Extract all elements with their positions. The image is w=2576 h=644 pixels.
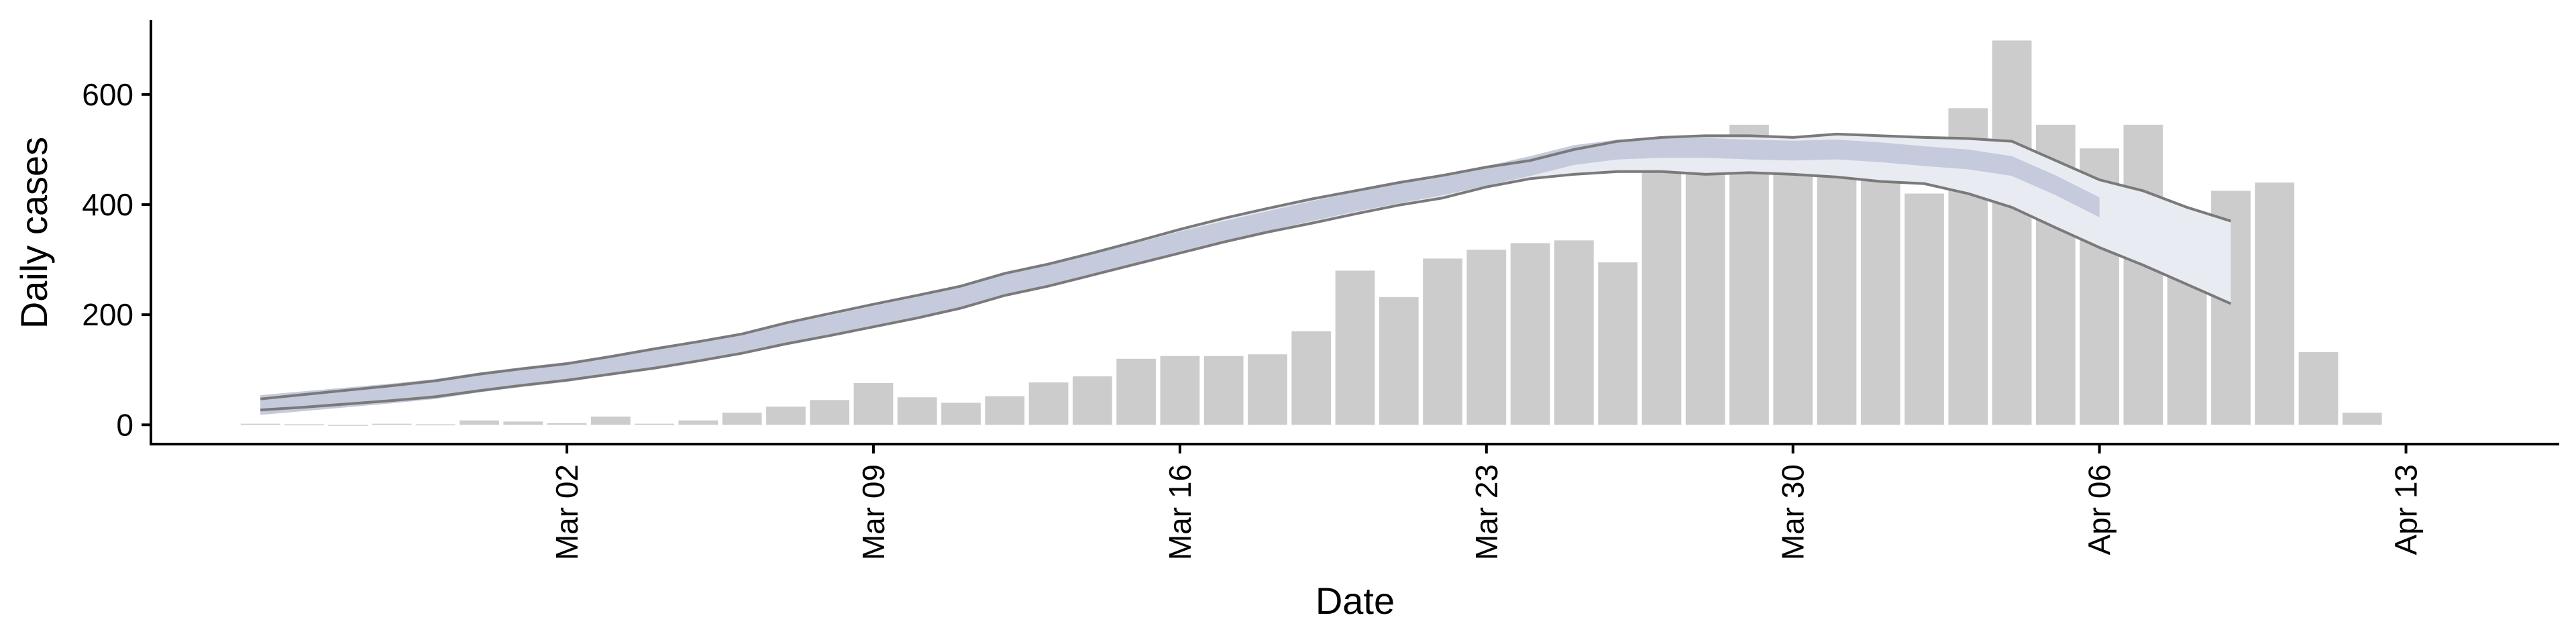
- bar: [547, 423, 587, 425]
- bar: [590, 416, 631, 425]
- bar: [1510, 243, 1550, 425]
- x-tick-label: Mar 30: [1776, 464, 1811, 560]
- bar: [1817, 149, 1857, 425]
- y-ticks: 0 200 400 600: [82, 77, 151, 442]
- y-tick-label: 0: [116, 407, 133, 442]
- bar: [1203, 356, 1244, 425]
- x-tick-label: Mar 02: [549, 464, 584, 560]
- bar: [1248, 354, 1287, 425]
- bar: [1860, 178, 1900, 425]
- bar: [1335, 270, 1375, 425]
- bar: [1379, 297, 1419, 425]
- x-tick-label: Apr 06: [2082, 464, 2117, 555]
- bar: [722, 413, 762, 425]
- bar: [1729, 124, 1769, 425]
- bar: [853, 382, 894, 425]
- x-axis-title: Date: [1316, 580, 1395, 622]
- x-tick-label: Mar 09: [856, 464, 891, 560]
- bar: [678, 420, 718, 425]
- bar: [1904, 193, 1944, 425]
- axes: 0 200 400 600 Mar 02 Mar 09 Mar 16 Mar 23 Mar 3…: [82, 20, 2559, 560]
- bar: [1773, 166, 1813, 425]
- bar: [503, 421, 543, 425]
- bar: [810, 400, 850, 425]
- nowcast-ribbons: [260, 133, 2231, 415]
- bar: [2123, 124, 2163, 425]
- y-tick-label: 600: [82, 77, 133, 112]
- bar: [1466, 250, 1507, 425]
- y-tick-label: 400: [82, 187, 133, 222]
- bar: [1642, 166, 1682, 425]
- bar: [1028, 382, 1069, 425]
- x-tick-label: Apr 13: [2389, 464, 2424, 555]
- x-tick-label: Mar 16: [1163, 464, 1197, 560]
- bar: [1598, 262, 1638, 425]
- bar: [985, 396, 1025, 425]
- nowcast-upper-line: [260, 132, 2232, 400]
- x-tick-label: Mar 23: [1469, 464, 1504, 560]
- nowcast-lower-line: [260, 170, 2232, 412]
- bar: [2342, 413, 2382, 425]
- bar: [635, 423, 675, 425]
- bar: [1116, 358, 1157, 425]
- bar: [372, 423, 412, 425]
- bar: [941, 402, 981, 425]
- bar: [415, 424, 455, 425]
- x-ticks: Mar 02 Mar 09 Mar 16 Mar 23 Mar 30 Apr 06 Apr …: [549, 444, 2424, 560]
- bar: [1554, 240, 1594, 425]
- bar: [1685, 167, 1725, 425]
- bar: [766, 407, 806, 425]
- nowcast-lines: [260, 132, 2232, 412]
- nowcast-inner-ribbon: [260, 138, 2100, 415]
- bar: [328, 425, 368, 426]
- bar: [1992, 40, 2032, 425]
- bar: [1160, 356, 1200, 425]
- y-axis-title: Daily cases: [13, 137, 55, 329]
- bar: [1423, 258, 1462, 425]
- bar: [240, 423, 280, 425]
- bar: [2255, 182, 2295, 425]
- bar: [2298, 352, 2339, 425]
- bar: [897, 397, 937, 425]
- bar: [284, 424, 324, 425]
- bar: [460, 420, 499, 425]
- y-tick-label: 200: [82, 297, 133, 332]
- bar: [1291, 331, 1332, 425]
- bar: [1072, 376, 1112, 425]
